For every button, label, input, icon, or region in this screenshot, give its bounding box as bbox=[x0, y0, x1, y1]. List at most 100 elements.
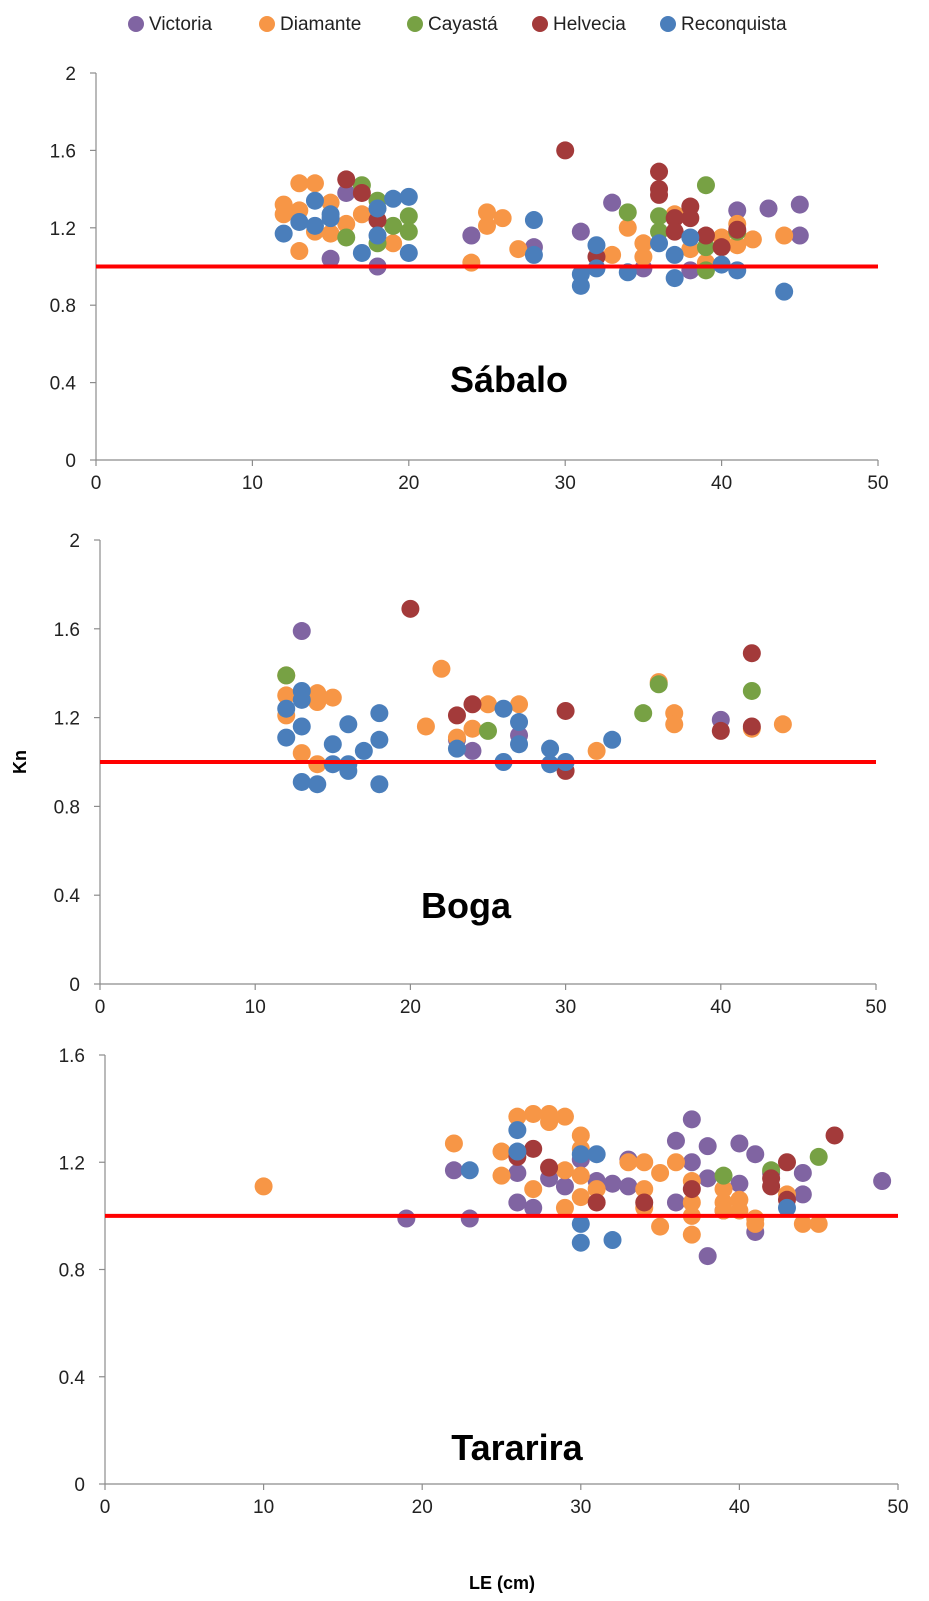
sabalo-point-reconquista bbox=[399, 187, 418, 206]
sabalo-point-diamante bbox=[337, 214, 356, 233]
sabalo-point-reconquista bbox=[650, 234, 669, 253]
tararira-point-victoria bbox=[730, 1174, 749, 1193]
tararira-point-reconquista bbox=[508, 1142, 527, 1161]
sabalo-y-tick-label: 0.4 bbox=[50, 374, 77, 395]
boga-point-reconquista bbox=[370, 775, 389, 794]
tararira-point-victoria bbox=[508, 1163, 527, 1182]
boga-point-helvecia bbox=[711, 721, 730, 740]
legend-label-cayasta: Cayastá bbox=[428, 14, 498, 35]
sabalo-point-cayasta bbox=[399, 222, 418, 241]
tararira-y-tick-label: 0.8 bbox=[59, 1261, 85, 1282]
sabalo-point-reconquista bbox=[728, 261, 747, 280]
sabalo-x-tick-label: 50 bbox=[867, 473, 888, 494]
boga-y-tick-label: 1.6 bbox=[54, 620, 80, 641]
sabalo-point-reconquista bbox=[775, 282, 794, 301]
tararira-y-tick-label: 1.2 bbox=[59, 1153, 85, 1174]
sabalo-point-helvecia bbox=[712, 238, 731, 257]
sabalo-point-diamante bbox=[274, 205, 293, 224]
sabalo-point-diamante bbox=[634, 234, 653, 253]
boga-point-reconquista bbox=[541, 739, 560, 758]
boga-point-diamante bbox=[463, 719, 482, 738]
sabalo-point-victoria bbox=[728, 201, 747, 220]
sabalo-point-diamante bbox=[478, 216, 496, 235]
tararira-point-diamante bbox=[746, 1214, 765, 1233]
boga-point-cayasta bbox=[649, 675, 668, 694]
tararira-point-victoria bbox=[619, 1177, 638, 1196]
legend-label-diamante: Diamante bbox=[280, 14, 361, 35]
tararira-point-diamante bbox=[555, 1198, 574, 1217]
sabalo-point-reconquista bbox=[399, 243, 418, 262]
tararira-plot: 0 10 20 30 40 50 0 0.4 0.8 1.2 1.6 bbox=[59, 1046, 909, 1518]
boga-point-victoria bbox=[292, 622, 311, 641]
sabalo-point-victoria bbox=[462, 226, 481, 245]
sabalo-point-helvecia bbox=[696, 226, 715, 245]
sabalo-x-tick-label: 40 bbox=[711, 473, 732, 494]
legend: Victoria Diamante Cayastá Helvecia Reconquis… bbox=[128, 14, 787, 35]
boga-point-diamante bbox=[510, 695, 529, 714]
sabalo-point-diamante bbox=[634, 247, 653, 266]
sabalo-y-tick-label: 0.8 bbox=[50, 296, 76, 317]
tararira-point-victoria bbox=[444, 1161, 463, 1180]
sabalo-point-cayasta bbox=[399, 207, 418, 226]
sabalo-y-tick-label: 1.6 bbox=[50, 141, 76, 162]
sabalo-point-diamante bbox=[321, 224, 340, 243]
sabalo-point-diamante bbox=[290, 174, 309, 193]
tararira-point-diamante bbox=[666, 1153, 685, 1172]
tararira-y-tick-label: 1.6 bbox=[59, 1046, 85, 1067]
boga-x-tick-label: 30 bbox=[555, 997, 576, 1018]
sabalo-point-reconquista bbox=[384, 189, 403, 208]
tararira-point-diamante bbox=[793, 1214, 812, 1233]
boga-y-tick-label: 0 bbox=[69, 975, 80, 996]
boga-point-reconquista bbox=[323, 735, 342, 754]
tararira-point-diamante bbox=[254, 1177, 273, 1196]
tararira-point-victoria bbox=[698, 1137, 717, 1156]
tararira-point-diamante bbox=[571, 1166, 590, 1185]
sabalo-point-diamante bbox=[603, 245, 622, 264]
sabalo-point-diamante bbox=[478, 203, 496, 222]
boga-x-tick-label: 40 bbox=[710, 997, 731, 1018]
boga-point-reconquista bbox=[510, 713, 529, 732]
tararira-point-victoria bbox=[682, 1153, 701, 1172]
boga-point-diamante bbox=[416, 717, 435, 736]
sabalo-point-cayasta bbox=[337, 228, 356, 247]
legend-marker-victoria bbox=[128, 16, 144, 32]
boga-y-tick-label: 0.4 bbox=[54, 886, 81, 907]
legend-label-victoria: Victoria bbox=[149, 14, 212, 35]
boga-point-helvecia bbox=[556, 701, 575, 720]
sabalo-point-cayasta bbox=[696, 176, 715, 195]
legend-marker-cayasta bbox=[407, 16, 423, 32]
tararira-point-diamante bbox=[524, 1180, 543, 1199]
sabalo-point-victoria bbox=[759, 199, 778, 218]
sabalo-point-reconquista bbox=[665, 269, 684, 288]
tararira-point-helvecia bbox=[635, 1193, 654, 1212]
sabalo-point-diamante bbox=[352, 205, 371, 224]
sabalo-point-diamante bbox=[775, 226, 794, 245]
boga-point-reconquista bbox=[292, 717, 311, 736]
tararira-point-diamante bbox=[714, 1180, 733, 1199]
boga-y-tick-label: 2 bbox=[69, 531, 80, 552]
tararira-point-victoria bbox=[666, 1193, 685, 1212]
tararira-x-tick-label: 50 bbox=[887, 1497, 908, 1518]
boga-point-diamante bbox=[587, 741, 606, 760]
tararira-point-victoria bbox=[698, 1247, 717, 1266]
sabalo-point-diamante bbox=[743, 230, 762, 249]
tararira-point-reconquista bbox=[571, 1233, 590, 1252]
x-axis-title: LE (cm) bbox=[469, 1573, 535, 1593]
boga-point-cayasta bbox=[277, 666, 296, 685]
tararira-point-diamante bbox=[682, 1225, 701, 1244]
legend-label-reconquista: Reconquista bbox=[681, 14, 787, 35]
tararira-x-tick-label: 40 bbox=[729, 1497, 750, 1518]
legend-marker-diamante bbox=[259, 16, 275, 32]
tararira-point-diamante bbox=[524, 1104, 543, 1123]
tararira-point-victoria bbox=[873, 1172, 892, 1191]
sabalo-point-diamante bbox=[618, 218, 637, 237]
tararira-point-victoria bbox=[524, 1198, 543, 1217]
sabalo-x-tick-label: 0 bbox=[91, 473, 102, 494]
boga-point-reconquista bbox=[292, 690, 311, 709]
tararira-point-reconquista bbox=[571, 1214, 590, 1233]
tararira-point-helvecia bbox=[825, 1126, 844, 1145]
tararira-point-victoria bbox=[603, 1174, 622, 1193]
sabalo-x-tick-label: 30 bbox=[555, 473, 576, 494]
